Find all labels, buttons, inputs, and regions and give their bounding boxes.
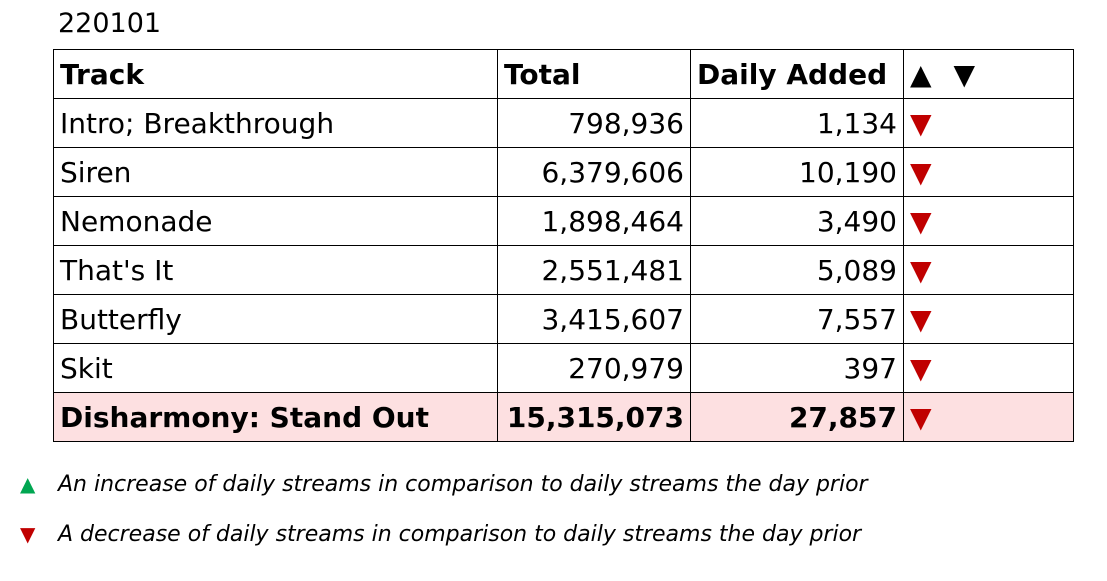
down-arrow-icon: ▼	[910, 302, 932, 336]
down-arrow-icon: ▼	[910, 155, 932, 189]
table-row: Intro; Breakthrough 798,936 1,134 ▼	[53, 98, 1074, 148]
down-arrow-icon: ▼	[910, 204, 932, 238]
table-row: That's It 2,551,481 5,089 ▼	[53, 245, 1074, 295]
album-total: 15,315,073	[497, 392, 691, 442]
table-row: Butterfly 3,415,607 7,557 ▼	[53, 294, 1074, 344]
track-daily-added: 3,490	[690, 196, 904, 246]
down-arrow-icon: ▼	[910, 351, 932, 385]
track-daily-added: 397	[690, 343, 904, 393]
track-name: That's It	[53, 245, 498, 295]
down-arrow-icon: ▼	[910, 400, 932, 434]
streams-table: Track Total Daily Added ▲ ▼ Intro; Breakt…	[53, 49, 1074, 442]
table-row: Nemonade 1,898,464 3,490 ▼	[53, 196, 1074, 246]
date-label: 220101	[58, 8, 162, 39]
album-daily-added: 27,857	[690, 392, 904, 442]
up-arrow-icon: ▲	[910, 57, 932, 91]
track-name: Nemonade	[53, 196, 498, 246]
header-total: Total	[497, 49, 691, 99]
track-total: 6,379,606	[497, 147, 691, 197]
track-total: 3,415,607	[497, 294, 691, 344]
track-name: Butterfly	[53, 294, 498, 344]
header-daily-added: Daily Added	[690, 49, 904, 99]
legend-increase-text: An increase of daily streams in comparis…	[58, 472, 868, 497]
album-total-row: Disharmony: Stand Out 15,315,073 27,857 …	[53, 392, 1074, 442]
track-daily-added: 5,089	[690, 245, 904, 295]
track-daily-added: 1,134	[690, 98, 904, 148]
down-arrow-icon: ▼	[20, 522, 36, 546]
track-name: Siren	[53, 147, 498, 197]
header-trend: ▲ ▼	[903, 49, 1074, 99]
track-daily-added: 10,190	[690, 147, 904, 197]
track-daily-added: 7,557	[690, 294, 904, 344]
table-row: Siren 6,379,606 10,190 ▼	[53, 147, 1074, 197]
track-total: 798,936	[497, 98, 691, 148]
down-arrow-icon: ▼	[953, 57, 976, 91]
down-arrow-icon: ▼	[910, 253, 932, 287]
track-total: 1,898,464	[497, 196, 691, 246]
track-total: 270,979	[497, 343, 691, 393]
header-track: Track	[53, 49, 498, 99]
table-row: Skit 270,979 397 ▼	[53, 343, 1074, 393]
legend-increase: ▲ An increase of daily streams in compari…	[20, 469, 868, 500]
down-arrow-icon: ▼	[910, 106, 932, 140]
track-name: Intro; Breakthrough	[53, 98, 498, 148]
track-name: Skit	[53, 343, 498, 393]
legend-decrease: ▼ A decrease of daily streams in comparis…	[20, 519, 861, 550]
album-name: Disharmony: Stand Out	[53, 392, 498, 442]
up-arrow-icon: ▲	[20, 472, 36, 496]
track-total: 2,551,481	[497, 245, 691, 295]
legend-decrease-text: A decrease of daily streams in compariso…	[58, 522, 862, 547]
header-row: Track Total Daily Added ▲ ▼	[53, 49, 1074, 99]
